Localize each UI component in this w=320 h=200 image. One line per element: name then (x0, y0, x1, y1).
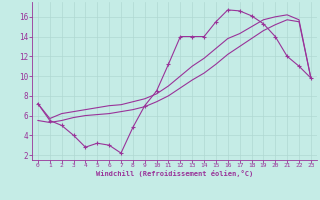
X-axis label: Windchill (Refroidissement éolien,°C): Windchill (Refroidissement éolien,°C) (96, 170, 253, 177)
